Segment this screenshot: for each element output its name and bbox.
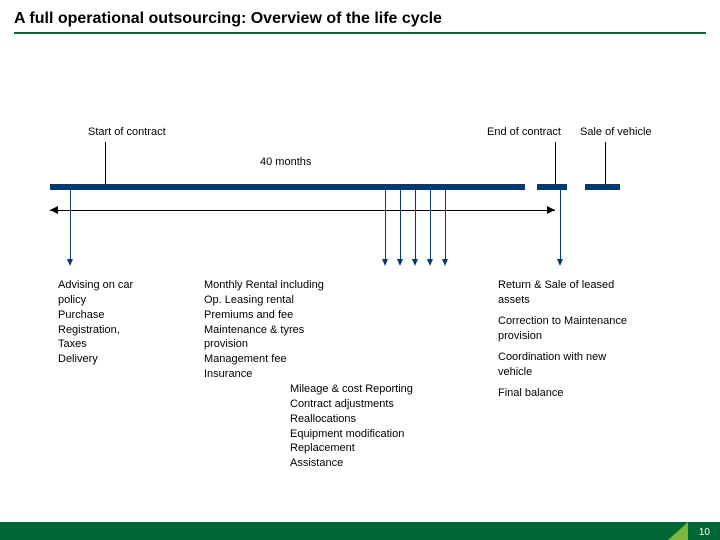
- text-line: Monthly Rental including: [204, 278, 324, 293]
- text-line: provision: [498, 329, 627, 344]
- label-start: Start of contract: [88, 126, 166, 138]
- text-line: Coordination with new: [498, 350, 606, 365]
- down-arrow-icon: [385, 190, 386, 260]
- arrowhead-left-icon: [50, 206, 58, 214]
- text-line: Delivery: [58, 352, 133, 367]
- duration-span: [50, 204, 555, 218]
- timeline-main: [50, 184, 525, 190]
- timeline-sale-seg: [585, 184, 620, 190]
- block-presales: Advising on carpolicyPurchaseRegistratio…: [58, 278, 133, 367]
- tick: [605, 142, 606, 184]
- block-services: Mileage & cost ReportingContract adjustm…: [290, 382, 413, 471]
- text-line: provision: [204, 337, 324, 352]
- timeline-end-seg: [537, 184, 567, 190]
- text-line: Mileage & cost Reporting: [290, 382, 413, 397]
- label-end: End of contract: [487, 126, 561, 138]
- down-arrow-icon: [415, 190, 416, 260]
- text-line: Assistance: [290, 456, 413, 471]
- text-line: policy: [58, 293, 133, 308]
- text-line: Replacement: [290, 441, 413, 456]
- block-rental: Monthly Rental includingOp. Leasing rent…: [204, 278, 324, 382]
- text-line: Op. Leasing rental: [204, 293, 324, 308]
- text-line: Return & Sale of leased: [498, 278, 614, 293]
- down-arrow-icon: [560, 190, 561, 260]
- text-line: Maintenance & tyres: [204, 323, 324, 338]
- block-return: Return & Sale of leasedassets: [498, 278, 614, 308]
- down-arrow-icon: [430, 190, 431, 260]
- text-line: vehicle: [498, 365, 606, 380]
- duration-label: 40 months: [260, 156, 311, 168]
- text-line: Reallocations: [290, 412, 413, 427]
- lifecycle-diagram: Start of contract End of contract Sale o…: [0, 34, 720, 464]
- down-arrow-icon: [400, 190, 401, 260]
- down-arrow-icon: [445, 190, 446, 260]
- text-line: Registration,: [58, 323, 133, 338]
- timeline: [50, 184, 620, 194]
- text-line: Equipment modification: [290, 427, 413, 442]
- tick: [105, 142, 106, 184]
- text-line: Correction to Maintenance: [498, 314, 627, 329]
- arrowhead-right-icon: [547, 206, 555, 214]
- text-line: Taxes: [58, 337, 133, 352]
- footer-accent-icon: [668, 522, 688, 540]
- page-title: A full operational outsourcing: Overview…: [0, 0, 720, 32]
- duration-line: [50, 210, 555, 211]
- text-line: Insurance: [204, 367, 324, 382]
- label-sale: Sale of vehicle: [580, 126, 652, 138]
- block-coordination: Coordination with newvehicle: [498, 350, 606, 380]
- down-arrow-icon: [70, 190, 71, 260]
- text-line: Purchase: [58, 308, 133, 323]
- text-line: assets: [498, 293, 614, 308]
- tick: [555, 142, 556, 184]
- text-line: Final balance: [498, 386, 563, 401]
- text-line: Advising on car: [58, 278, 133, 293]
- text-line: Management fee: [204, 352, 324, 367]
- block-correction: Correction to Maintenanceprovision: [498, 314, 627, 344]
- text-line: Premiums and fee: [204, 308, 324, 323]
- footer-bar: [0, 522, 720, 540]
- text-line: Contract adjustments: [290, 397, 413, 412]
- page-number: 10: [699, 527, 710, 538]
- block-final: Final balance: [498, 386, 563, 401]
